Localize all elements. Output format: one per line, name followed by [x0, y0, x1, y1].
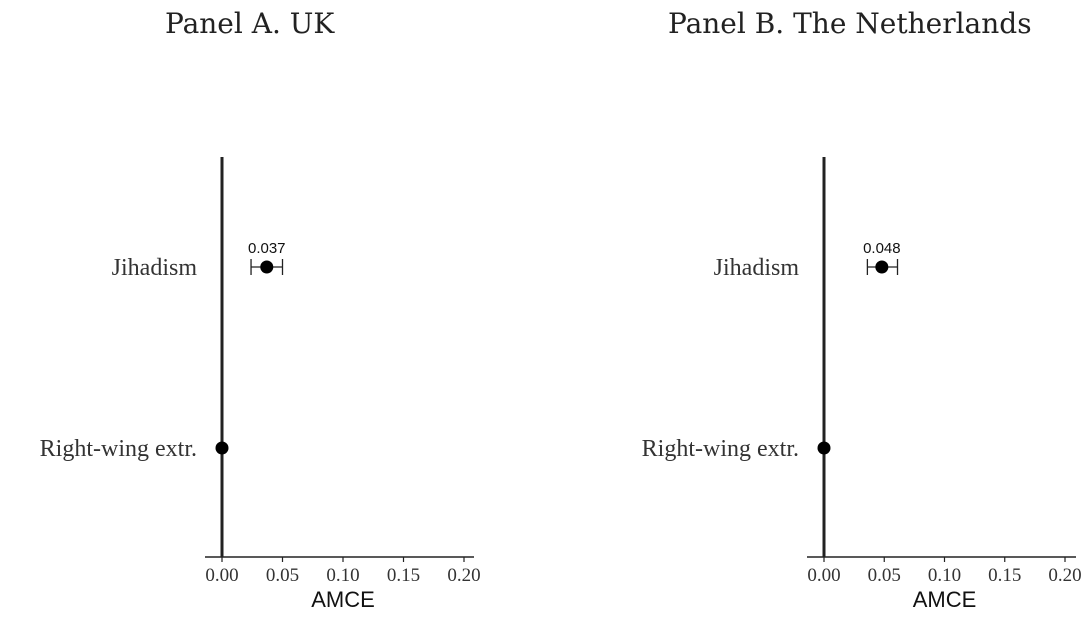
panel-a-data-point [260, 260, 274, 274]
panel-b-x-axis-title: AMCE [913, 587, 977, 612]
panel-b-x-tick-label: 0.15 [988, 565, 1021, 586]
panel-b-data-point [817, 441, 831, 455]
panel-b-x-tick-label: 0.05 [868, 565, 901, 586]
panel-b-title: Panel B. The Netherlands [668, 7, 1032, 40]
panel-a-title: Panel A. UK [165, 7, 335, 40]
panel-b-category-label: Right-wing extr. [642, 436, 799, 462]
panel-a-x-tick-label: 0.10 [326, 565, 359, 586]
panel-b-x-tick-label: 0.00 [807, 565, 840, 586]
panel-a-category-label: Jihadism [112, 255, 198, 281]
panel-a-x-tick-label: 0.15 [387, 565, 420, 586]
panel-b-x-tick-label: 0.20 [1048, 565, 1081, 586]
panel-a-x-axis-title: AMCE [311, 587, 375, 612]
panel-a-x-tick-label: 0.20 [447, 565, 480, 586]
panel-b-data-label: 0.048 [863, 240, 901, 257]
panel-b-category-label: Jihadism [714, 255, 800, 281]
panel-a-x-tick-label: 0.00 [205, 565, 238, 586]
panel-a-data-label: 0.037 [248, 240, 286, 257]
panel-b-data-point [875, 260, 889, 274]
panel-a-x-tick-label: 0.05 [266, 565, 299, 586]
panel-a-data-point [215, 441, 229, 455]
panel-b-x-tick-label: 0.10 [928, 565, 961, 586]
panel-a-category-label: Right-wing extr. [40, 436, 197, 462]
